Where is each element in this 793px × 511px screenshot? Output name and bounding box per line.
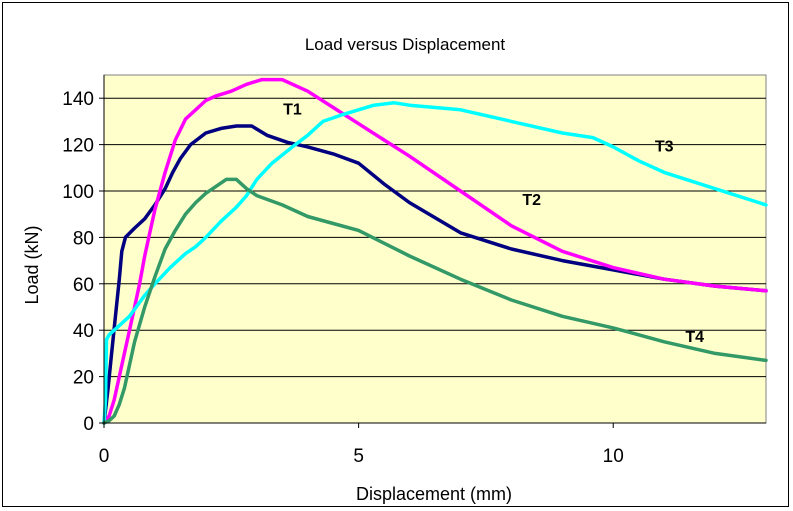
y-tick-label: 60 bbox=[73, 275, 94, 296]
x-tick-label: 10 bbox=[603, 446, 624, 467]
series-line-t3 bbox=[102, 101, 768, 425]
series-label-t3: T3 bbox=[655, 139, 674, 156]
y-tick-label: 0 bbox=[83, 414, 94, 435]
series-line-t1 bbox=[102, 124, 768, 425]
y-tick-label: 40 bbox=[73, 321, 94, 342]
series-labels: T1 T2 T3 T4 bbox=[283, 101, 704, 345]
y-axis-label: Load (kN) bbox=[22, 225, 42, 304]
x-axis-label: Displacement (mm) bbox=[356, 484, 512, 504]
series-line-t4 bbox=[102, 177, 768, 425]
x-tick-label: 0 bbox=[99, 446, 110, 467]
x-tick-label: 5 bbox=[353, 446, 364, 467]
y-tick-label: 140 bbox=[62, 89, 94, 110]
series-label-t2: T2 bbox=[522, 192, 541, 209]
y-tick-label: 20 bbox=[73, 368, 94, 389]
series-lines bbox=[102, 77, 768, 425]
series-line-t2 bbox=[102, 77, 768, 425]
series-label-t4: T4 bbox=[685, 329, 704, 346]
chart-title: Load versus Displacement bbox=[305, 35, 506, 54]
y-tick-label: 80 bbox=[73, 228, 94, 249]
plot-area bbox=[103, 74, 767, 424]
series-label-t1: T1 bbox=[283, 101, 302, 118]
axes: 0 20 40 60 80 100 120 140 0 5 10 bbox=[62, 75, 766, 467]
gridlines bbox=[104, 97, 766, 378]
y-tick-label: 100 bbox=[62, 182, 94, 203]
y-tick-label: 120 bbox=[62, 136, 94, 157]
